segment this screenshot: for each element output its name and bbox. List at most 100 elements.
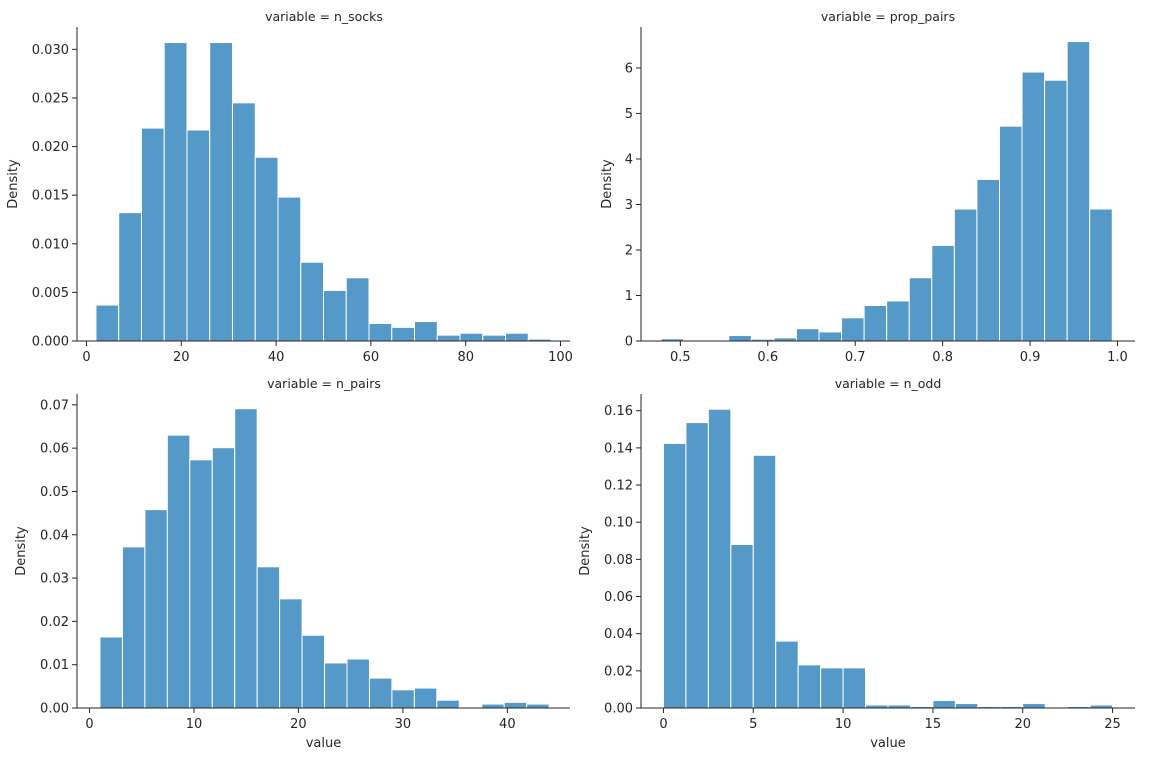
y-tick-label: 4: [625, 152, 633, 167]
y-tick-label: 0.08: [604, 553, 633, 568]
histogram-bar: [391, 689, 415, 709]
y-tick-label: 0.06: [40, 442, 69, 457]
x-tick-label: 0: [82, 350, 90, 365]
histogram-bar: [166, 434, 191, 709]
x-axis-label: value: [870, 736, 906, 751]
x-tick-label: 25: [1104, 717, 1121, 732]
x-tick-label: 10: [835, 717, 852, 732]
histogram-bar: [886, 300, 910, 342]
y-axis-label: Density: [600, 159, 615, 209]
n-socks-plot: 0 20 40 60 80 100 0.000 0.005 0.010 0.015 0.020 0.0…: [6, 27, 573, 365]
histogram-bar: [163, 42, 188, 342]
histogram-bar: [526, 703, 550, 709]
histogram-bar: [730, 543, 754, 709]
y-tick-label: 0.04: [40, 528, 69, 543]
n-odd-plot: 0 5 10 15 20 25 0.00 0.02 0.04 0.06 0.08 0.10 0.12 0.…: [578, 394, 1135, 751]
histogram-bar: [908, 277, 933, 342]
y-tick-label: 0.14: [604, 441, 633, 456]
y-axis-label: Density: [6, 159, 21, 209]
y-tick-label: 0.005: [32, 286, 69, 301]
histogram-bar: [1044, 79, 1068, 342]
histogram-bar: [121, 546, 146, 709]
y-tick-label: 0.00: [40, 702, 69, 717]
histogram-bar: [481, 703, 505, 709]
histogram-bar: [95, 304, 120, 342]
y-axis-label: Density: [14, 526, 29, 576]
histogram-bar: [368, 677, 393, 709]
histogram-bar: [99, 636, 123, 709]
histogram-bar: [279, 598, 303, 709]
x-tick-label: 0.6: [757, 350, 778, 365]
x-tick-label: 1.0: [1107, 350, 1128, 365]
histogram-bar: [685, 422, 709, 709]
y-tick-label: 6: [625, 61, 633, 76]
histogram-bar: [323, 289, 347, 342]
n-pairs-plot: 0 10 20 30 40 0.00 0.01 0.02 0.03 0.04 0.05 0.06 0.0…: [14, 394, 570, 751]
y-tick-label: 0.05: [40, 485, 69, 500]
histogram-bar: [301, 634, 326, 709]
y-tick-label: 0.00: [604, 702, 633, 717]
histogram-bar: [211, 447, 236, 709]
x-tick-label: 0.7: [845, 350, 866, 365]
y-tick-label: 1: [625, 289, 633, 304]
histogram-bar: [324, 662, 348, 709]
histogram-bar: [976, 178, 1000, 342]
histogram-bar: [414, 321, 438, 342]
x-tick-label: 0.8: [932, 350, 953, 365]
facet-title: variable = n_odd: [835, 376, 942, 391]
y-tick-label: 0.16: [604, 404, 633, 419]
histogram-bar: [820, 667, 844, 709]
histogram-bar: [752, 454, 777, 709]
histogram-bar: [795, 328, 820, 342]
histogram-bar: [505, 332, 529, 342]
x-tick-label: 0: [85, 717, 93, 732]
x-tick-label: 0.9: [1020, 350, 1041, 365]
histogram-bar: [140, 127, 165, 342]
x-tick-label: 30: [395, 717, 412, 732]
y-tick-label: 0.10: [604, 516, 633, 531]
histogram-bar: [391, 326, 416, 342]
facet-title: variable = n_socks: [265, 9, 383, 24]
facet-n-pairs: variable = n_pairs 0 10 20 30 40 0.00 0.01 0.02…: [14, 376, 570, 751]
facet-prop-pairs: variable = prop_pairs 0.5 0.6 0.7 0.8 0.9 1.0…: [600, 9, 1135, 365]
histogram-bar: [775, 640, 799, 709]
histogram-bar: [662, 442, 687, 709]
facet-title: variable = prop_pairs: [821, 9, 955, 24]
histogram-bar: [277, 196, 302, 342]
histogram-bar: [932, 700, 956, 709]
x-tick-label: 60: [363, 350, 380, 365]
y-tick-label: 0.07: [40, 398, 69, 413]
histogram-bar: [144, 509, 168, 709]
histogram-bar: [345, 277, 370, 342]
facet-title: variable = n_pairs: [267, 376, 381, 391]
y-tick-label: 0.02: [40, 615, 69, 630]
facet-n-socks: variable = n_socks 0 20 40 60 80 100 0.000 0.00…: [6, 9, 573, 365]
y-tick-label: 0.015: [32, 189, 69, 204]
x-tick-label: 5: [749, 717, 757, 732]
histogram-bar: [459, 332, 484, 342]
y-tick-label: 0.02: [604, 664, 633, 679]
y-tick-label: 0.01: [40, 658, 69, 673]
histogram-bar: [818, 331, 843, 342]
y-tick-label: 3: [625, 198, 633, 213]
y-tick-label: 0.010: [32, 237, 69, 252]
histogram-bar: [346, 658, 370, 709]
x-tick-label: 20: [173, 350, 190, 365]
histogram-bar: [413, 687, 438, 709]
histogram-bar: [863, 305, 888, 342]
histogram-bar: [231, 102, 256, 342]
histogram-bar: [234, 408, 258, 709]
x-tick-label: 0: [659, 717, 667, 732]
histogram-bar: [1021, 71, 1046, 342]
histogram-bar: [842, 667, 867, 709]
histogram-bar: [482, 334, 507, 342]
histogram-bar: [953, 208, 978, 342]
histogram-bar: [300, 261, 324, 342]
y-tick-label: 0.020: [32, 140, 69, 155]
y-tick-label: 2: [625, 243, 633, 258]
x-tick-label: 100: [548, 350, 573, 365]
y-tick-label: 0.030: [32, 43, 69, 58]
histogram-bar: [1022, 703, 1046, 709]
histogram-bar: [436, 334, 461, 342]
